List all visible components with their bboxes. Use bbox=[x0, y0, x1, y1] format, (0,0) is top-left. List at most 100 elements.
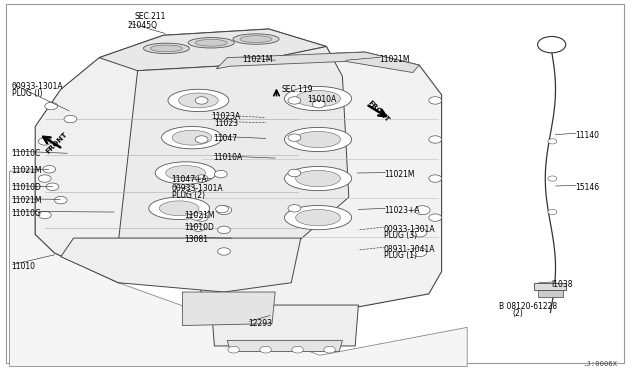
Text: 11047+A: 11047+A bbox=[172, 175, 207, 184]
Bar bbox=[534, 283, 566, 290]
Text: PLUG (3): PLUG (3) bbox=[384, 231, 417, 240]
Circle shape bbox=[429, 97, 442, 104]
Ellipse shape bbox=[161, 126, 223, 149]
Text: 08931-3041A: 08931-3041A bbox=[384, 245, 435, 254]
Text: PLUG (I): PLUG (I) bbox=[12, 89, 42, 97]
Circle shape bbox=[415, 206, 430, 215]
Ellipse shape bbox=[284, 87, 352, 111]
Ellipse shape bbox=[284, 205, 352, 230]
Text: SEC.211: SEC.211 bbox=[134, 12, 166, 21]
Text: PLUG (1): PLUG (1) bbox=[384, 251, 417, 260]
Circle shape bbox=[218, 248, 230, 255]
Circle shape bbox=[216, 205, 228, 213]
Text: 11023+A: 11023+A bbox=[384, 206, 420, 215]
Circle shape bbox=[292, 346, 303, 353]
Circle shape bbox=[38, 211, 51, 219]
Text: 21045Q: 21045Q bbox=[128, 21, 158, 30]
Ellipse shape bbox=[150, 45, 182, 52]
Ellipse shape bbox=[155, 162, 216, 184]
Text: 11021M: 11021M bbox=[12, 196, 42, 205]
Circle shape bbox=[260, 346, 271, 353]
Circle shape bbox=[195, 175, 208, 182]
Circle shape bbox=[538, 36, 566, 53]
Text: 00933-1301A: 00933-1301A bbox=[172, 184, 223, 193]
Ellipse shape bbox=[166, 166, 205, 180]
Text: 11140: 11140 bbox=[575, 131, 599, 140]
Polygon shape bbox=[227, 340, 342, 352]
Text: 11010D: 11010D bbox=[184, 223, 214, 232]
Circle shape bbox=[429, 214, 442, 221]
Circle shape bbox=[429, 175, 442, 182]
Text: 13081: 13081 bbox=[184, 235, 209, 244]
Circle shape bbox=[182, 186, 195, 193]
Text: 00933-1301A: 00933-1301A bbox=[384, 225, 436, 234]
Circle shape bbox=[288, 169, 301, 177]
Text: 11021M: 11021M bbox=[384, 170, 415, 179]
Circle shape bbox=[38, 138, 51, 145]
Polygon shape bbox=[99, 29, 326, 71]
Polygon shape bbox=[182, 292, 275, 326]
Text: FRONT: FRONT bbox=[367, 99, 391, 123]
Text: 00933-1301A: 00933-1301A bbox=[12, 82, 63, 91]
Circle shape bbox=[288, 97, 301, 104]
Ellipse shape bbox=[240, 36, 272, 42]
Ellipse shape bbox=[179, 93, 218, 108]
Polygon shape bbox=[216, 52, 419, 73]
Ellipse shape bbox=[296, 131, 340, 148]
Circle shape bbox=[412, 248, 427, 257]
Circle shape bbox=[38, 175, 51, 182]
Circle shape bbox=[288, 134, 301, 141]
Text: PLUG (2): PLUG (2) bbox=[172, 191, 205, 200]
Text: 11010A: 11010A bbox=[307, 95, 337, 104]
Ellipse shape bbox=[296, 90, 340, 107]
Text: 15146: 15146 bbox=[575, 183, 599, 192]
Ellipse shape bbox=[188, 38, 234, 48]
Circle shape bbox=[548, 209, 557, 215]
Circle shape bbox=[324, 346, 335, 353]
Circle shape bbox=[195, 214, 208, 221]
Text: 11021M: 11021M bbox=[184, 211, 215, 220]
Circle shape bbox=[548, 176, 557, 181]
Circle shape bbox=[190, 213, 203, 220]
Text: B 08120-61228: B 08120-61228 bbox=[499, 302, 557, 311]
Polygon shape bbox=[195, 52, 442, 307]
Text: 11023: 11023 bbox=[214, 119, 239, 128]
Ellipse shape bbox=[233, 34, 279, 44]
Circle shape bbox=[192, 224, 205, 231]
Ellipse shape bbox=[143, 43, 189, 54]
Text: 11010C: 11010C bbox=[12, 149, 41, 158]
Text: 11010D: 11010D bbox=[12, 183, 42, 192]
Ellipse shape bbox=[284, 167, 352, 191]
Circle shape bbox=[228, 346, 239, 353]
Circle shape bbox=[43, 166, 56, 173]
Text: 11010: 11010 bbox=[12, 262, 35, 271]
Circle shape bbox=[46, 183, 59, 190]
Circle shape bbox=[218, 226, 230, 234]
Circle shape bbox=[312, 100, 325, 108]
Ellipse shape bbox=[168, 89, 229, 112]
Text: 11010A: 11010A bbox=[213, 153, 243, 162]
Text: 12293: 12293 bbox=[248, 319, 273, 328]
Polygon shape bbox=[118, 46, 349, 242]
Text: (2): (2) bbox=[512, 309, 523, 318]
Circle shape bbox=[45, 102, 58, 110]
Circle shape bbox=[288, 205, 301, 212]
Circle shape bbox=[214, 170, 227, 178]
Polygon shape bbox=[61, 238, 301, 292]
Ellipse shape bbox=[172, 130, 212, 145]
Text: .J:0006X: .J:0006X bbox=[582, 361, 618, 367]
Text: 11021M: 11021M bbox=[12, 166, 42, 175]
Text: 11010G: 11010G bbox=[12, 209, 42, 218]
Text: FRONT: FRONT bbox=[44, 131, 68, 155]
Circle shape bbox=[412, 228, 427, 237]
Text: 11023A: 11023A bbox=[211, 112, 241, 121]
Ellipse shape bbox=[159, 201, 199, 216]
Polygon shape bbox=[10, 171, 467, 366]
Circle shape bbox=[195, 136, 208, 143]
Ellipse shape bbox=[195, 39, 227, 46]
Polygon shape bbox=[35, 29, 349, 283]
Text: SEC.119: SEC.119 bbox=[282, 85, 313, 94]
Ellipse shape bbox=[284, 127, 352, 152]
Ellipse shape bbox=[296, 170, 340, 187]
Circle shape bbox=[64, 115, 77, 123]
